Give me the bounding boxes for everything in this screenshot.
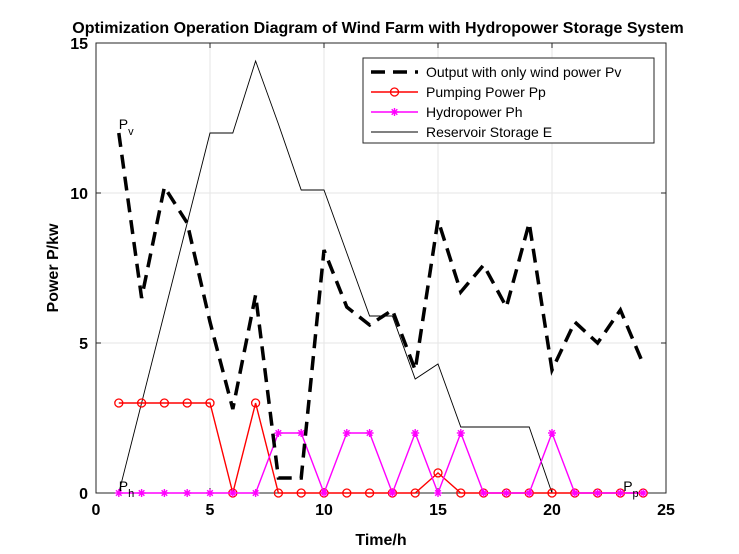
annotation-label: Pv [119, 116, 134, 138]
data-point-circle [433, 468, 443, 478]
legend-item: Pumping Power Pp [371, 84, 546, 100]
legend-item: Reservoir Storage E [371, 124, 552, 140]
series-line [118, 402, 644, 494]
y-tick-label: 15 [70, 36, 88, 53]
annotation-label: Ph [119, 478, 134, 500]
x-tick-label: 5 [206, 502, 215, 519]
x-tick-label: 10 [315, 502, 333, 519]
data-point-star [502, 489, 511, 497]
data-point-circle [364, 488, 375, 498]
series-line [117, 132, 645, 480]
series-output-with-only-wind-power-pv [117, 132, 645, 480]
y-tick-label: 0 [79, 486, 88, 503]
legend: Output with only wind power Pv Pumping Po… [362, 57, 655, 144]
series-layer [114, 59, 648, 498]
y-tick-label: 10 [70, 186, 88, 203]
chart-title: Optimization Operation Diagram of Wind F… [72, 20, 683, 37]
data-point-star [297, 429, 306, 437]
data-point-star [251, 489, 260, 497]
data-point-circle [159, 398, 170, 408]
x-tick-label: 15 [429, 502, 447, 519]
x-tick-label: 0 [92, 502, 101, 519]
y-tick-label: 5 [79, 336, 88, 353]
data-point-star [616, 489, 625, 497]
data-point-star [390, 108, 399, 116]
x-tick-label: 20 [543, 502, 561, 519]
data-point-star [160, 489, 169, 497]
data-point-star [639, 489, 648, 497]
data-point-circle [547, 488, 557, 498]
data-point-circle [182, 398, 192, 408]
data-point-star [183, 489, 192, 497]
data-point-circle [205, 398, 215, 408]
data-point-star [593, 489, 602, 497]
y-axis-label: Power P/kw [45, 223, 62, 312]
x-axis-label: Time/h [355, 532, 406, 549]
series-line [118, 431, 644, 495]
data-point-circle [136, 398, 147, 408]
data-point-star [479, 489, 488, 497]
legend-label: Pumping Power Pp [426, 84, 546, 100]
data-point-circle [456, 488, 466, 498]
data-point-star [388, 489, 397, 497]
data-point-star [411, 429, 420, 437]
data-point-star [137, 489, 146, 497]
data-point-star [206, 489, 214, 497]
data-point-circle [273, 488, 284, 498]
data-point-circle [342, 488, 352, 498]
legend-label: Output with only wind power Pv [426, 64, 621, 80]
data-point-star [228, 489, 237, 497]
legend-item: Hydropower Ph [371, 104, 523, 120]
data-point-star [320, 489, 328, 497]
data-point-star [548, 429, 556, 437]
annotation-label: Pp [623, 478, 638, 500]
data-point-star [114, 489, 123, 497]
legend-box [362, 57, 655, 144]
data-point-star [434, 489, 442, 497]
data-point-star [365, 429, 374, 437]
annotations: Pv Ph Pp [119, 116, 639, 500]
data-point-circle [296, 488, 306, 498]
legend-label: Hydropower Ph [426, 104, 523, 120]
data-point-circle [114, 398, 124, 408]
data-point-circle [250, 398, 261, 408]
legend-item: Output with only wind power Pv [371, 64, 621, 80]
data-point-circle [389, 87, 400, 97]
x-tick-label: 25 [657, 502, 675, 519]
series-pumping-power-pp [114, 398, 648, 498]
data-point-star [525, 489, 534, 497]
series-hydropower-ph [114, 429, 648, 497]
data-point-star [456, 429, 465, 437]
data-point-star [570, 489, 579, 497]
data-point-star [274, 429, 283, 437]
legend-label: Reservoir Storage E [426, 124, 552, 140]
data-point-circle [410, 488, 420, 498]
data-point-star [342, 429, 351, 437]
